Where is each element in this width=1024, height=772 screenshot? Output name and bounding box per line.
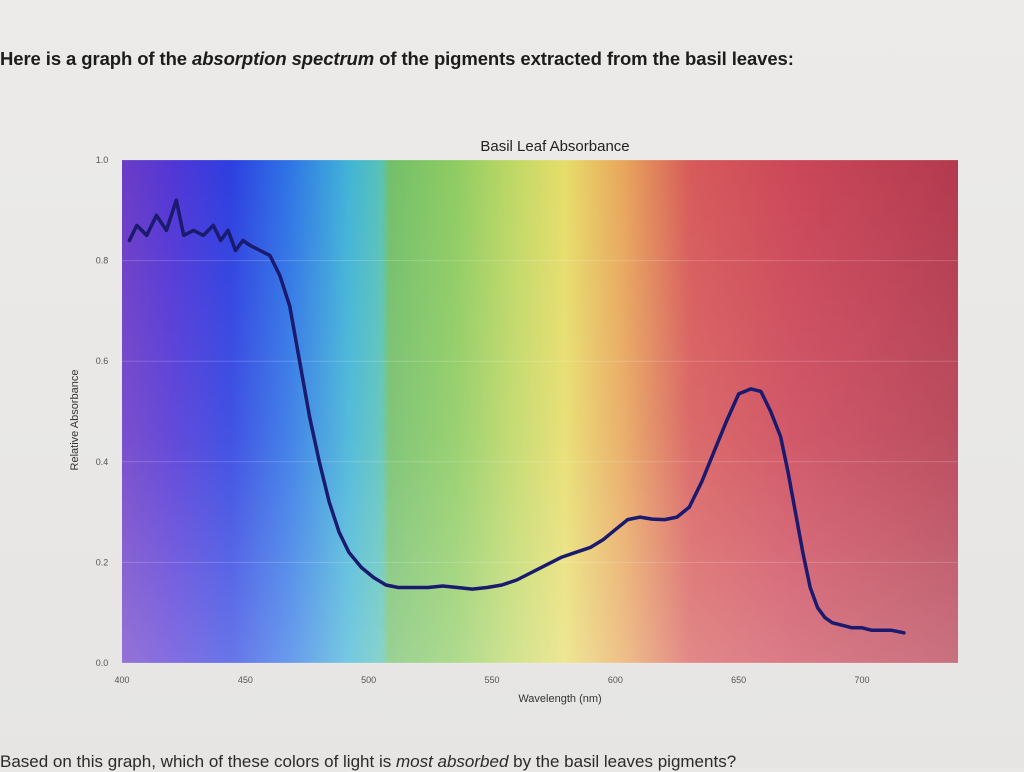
x-tick-label: 650 <box>731 675 746 685</box>
y-tick-label: 0.8 <box>96 256 109 266</box>
intro-prefix: Here is a graph of the <box>0 48 192 69</box>
x-axis-label: Wavelength (nm) <box>518 693 601 705</box>
series-group <box>127 198 906 635</box>
spectrum-fade-overlay <box>122 160 958 663</box>
intro-suffix: of the pigments extracted from the basil… <box>374 48 794 69</box>
y-tick-label: 0.0 <box>96 658 109 668</box>
x-tick-label: 400 <box>114 675 129 685</box>
x-axis-ticks: 400 450 500 550 600 650 700 <box>114 675 869 685</box>
x-tick-label: 700 <box>854 675 869 685</box>
y-axis-label: Relative Absorbance <box>69 370 81 471</box>
y-tick-label: 0.2 <box>96 557 109 567</box>
y-tick-label: 1.0 <box>96 155 109 165</box>
y-tick-label: 0.6 <box>96 356 109 366</box>
question-emphasis: most absorbed <box>395 752 509 771</box>
x-tick-label: 500 <box>361 675 376 685</box>
gridlines <box>122 159 958 664</box>
question-text: Based on this graph, which of these colo… <box>0 752 1024 772</box>
x-tick-label: 600 <box>608 675 623 685</box>
question-suffix: by the basil leaves pigments? <box>508 752 737 771</box>
y-tick-label: 0.4 <box>96 457 109 467</box>
x-tick-label: 450 <box>238 675 253 685</box>
intro-emphasis: absorption spectrum <box>192 48 375 69</box>
chart-title: Basil Leaf Absorbance <box>480 138 629 155</box>
y-axis-ticks: 0.0 0.2 0.4 0.6 0.8 1.0 <box>96 155 109 668</box>
intro-text: Here is a graph of the absorption spectr… <box>0 48 1024 70</box>
absorbance-line <box>127 198 906 635</box>
x-tick-label: 550 <box>484 675 499 685</box>
question-prefix: Based on this graph, which of these colo… <box>0 752 396 771</box>
